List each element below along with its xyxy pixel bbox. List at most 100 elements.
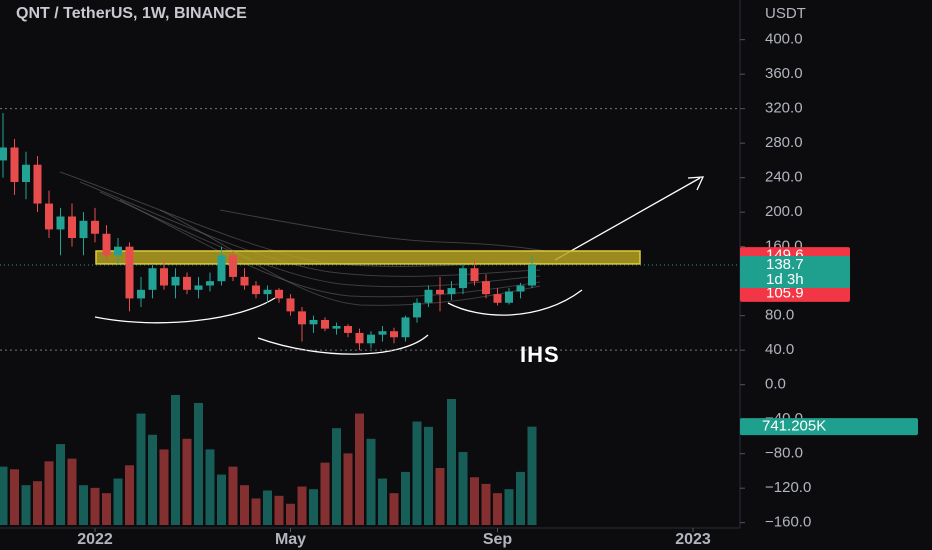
volume-bar xyxy=(424,426,433,525)
candle-body xyxy=(114,246,122,256)
candle-body xyxy=(56,216,65,230)
candle-body xyxy=(436,289,444,295)
candle-body xyxy=(217,255,226,282)
volume-bar xyxy=(274,495,284,525)
volume-bar xyxy=(33,481,42,525)
volume-bar xyxy=(470,477,479,525)
candle-body xyxy=(401,317,410,338)
volume-bar xyxy=(44,461,54,525)
volume-bar xyxy=(309,489,318,525)
volume-badge-label: 741.205K xyxy=(762,418,826,435)
x-tick-label: 2023 xyxy=(675,531,711,548)
y-tick-label: 280.0 xyxy=(765,134,803,151)
candle-body xyxy=(528,265,536,286)
volume-bar xyxy=(355,413,364,525)
candle-body xyxy=(355,332,364,344)
volume-bar xyxy=(366,438,376,525)
volume-bar xyxy=(182,438,192,525)
volume-bar xyxy=(21,485,31,525)
volume-bar xyxy=(297,486,307,525)
volume-bar xyxy=(332,428,341,525)
candle-body xyxy=(68,216,76,239)
volume-badge xyxy=(740,418,918,436)
y-tick-label: 320.0 xyxy=(765,100,803,117)
candle-body xyxy=(298,311,306,325)
candle-body xyxy=(321,319,329,329)
y-tick-label: 40.0 xyxy=(765,341,794,358)
y-tick-label: 400.0 xyxy=(765,31,803,48)
candle-body xyxy=(125,246,134,299)
price-badge-label: 138.7 xyxy=(766,256,804,273)
candle-body xyxy=(33,164,42,204)
volume-bar xyxy=(136,413,146,525)
candle-body xyxy=(252,285,260,295)
volume-bar xyxy=(263,490,272,525)
volume-bar xyxy=(378,478,387,525)
candle-body xyxy=(229,255,237,277)
price-badge-label: 105.9 xyxy=(766,284,804,301)
candle-body xyxy=(240,276,249,286)
candle-body xyxy=(171,276,180,286)
volume-bar xyxy=(228,466,238,525)
candle-body xyxy=(378,331,387,335)
volume-bar xyxy=(251,498,261,525)
candle-body xyxy=(194,285,203,290)
volume-bar xyxy=(159,449,169,525)
volume-bar xyxy=(171,395,180,525)
y-tick-label: 200.0 xyxy=(765,203,803,220)
candle-body xyxy=(482,281,490,295)
volume-bar xyxy=(113,478,123,525)
volume-bar xyxy=(458,452,468,525)
candle-body xyxy=(332,326,341,329)
volume-bar xyxy=(240,485,249,525)
volume-bar xyxy=(343,453,353,525)
volume-bar xyxy=(527,426,537,525)
candle-body xyxy=(505,291,513,303)
volume-bar xyxy=(286,503,295,525)
volume-bar xyxy=(79,485,88,525)
volume-bar xyxy=(481,483,491,525)
candle-body xyxy=(309,319,318,325)
candle-body xyxy=(160,268,168,286)
volume-bar xyxy=(205,449,215,525)
candle-body xyxy=(102,233,111,256)
y-tick-label: 80.0 xyxy=(765,307,794,324)
candle-body xyxy=(45,203,53,230)
y-tick-label: 360.0 xyxy=(765,65,803,82)
volume-bar xyxy=(447,398,456,525)
candle-body xyxy=(137,289,145,299)
candle-body xyxy=(275,289,283,299)
candle-body xyxy=(0,147,7,161)
candle-body xyxy=(367,334,375,344)
volume-bar xyxy=(67,458,77,525)
volume-bar xyxy=(0,466,8,525)
candle-body xyxy=(206,281,214,286)
volume-bar xyxy=(125,465,134,525)
candle-body xyxy=(390,331,398,338)
y-tick-label: −160.0 xyxy=(765,514,811,531)
chart-title: QNT / TetherUS, 1W, BINANCE xyxy=(16,5,247,22)
candle-body xyxy=(447,288,456,295)
volume-bar xyxy=(102,493,111,525)
annotation: IHS xyxy=(520,342,560,367)
x-tick-label: May xyxy=(275,531,306,548)
volume-bar xyxy=(56,444,65,525)
y-axis-label: USDT xyxy=(765,5,806,22)
volume-bar xyxy=(401,471,410,525)
pattern-drawings xyxy=(94,176,705,355)
y-tick-label: 0.0 xyxy=(765,376,786,393)
y-tick-label: −120.0 xyxy=(765,479,811,496)
volume-bar xyxy=(435,467,445,525)
volume-bar xyxy=(90,487,100,525)
candle-body xyxy=(91,220,99,234)
ma-ribbon xyxy=(59,171,551,306)
y-tick-label: −80.0 xyxy=(765,445,803,462)
price-badge xyxy=(740,284,850,302)
candle-body xyxy=(493,294,502,303)
candle-body xyxy=(424,289,433,303)
candle-body xyxy=(183,276,191,290)
candle-body xyxy=(516,285,525,292)
price-badge xyxy=(740,256,850,289)
candle-body xyxy=(459,268,467,289)
candle-body xyxy=(286,298,295,312)
